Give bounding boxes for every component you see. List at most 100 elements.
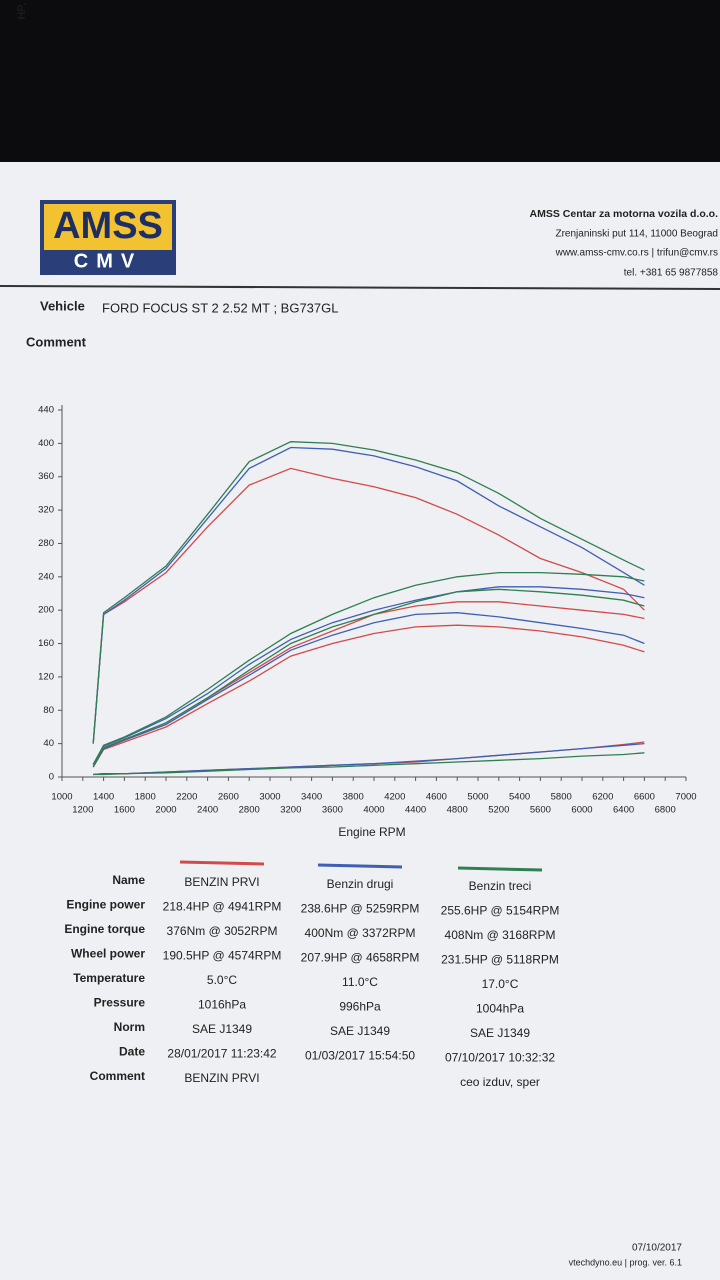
logo-bottom: CMV	[74, 250, 142, 272]
cell: 996hPa	[339, 1000, 381, 1014]
x-tick-label: 2800	[239, 805, 260, 816]
row-label: Name	[112, 873, 145, 887]
legend-line	[179, 860, 265, 866]
y-tick-label: 80	[43, 705, 54, 716]
curve	[92, 467, 645, 744]
curve	[92, 624, 645, 768]
cell: 376Nm @ 3052RPM	[167, 924, 278, 938]
x-tick-label: 1000	[51, 792, 72, 803]
y-tick-label: 40	[43, 738, 54, 749]
legend-line	[317, 863, 403, 869]
x-tick-label: 6600	[634, 792, 655, 803]
x-tick-label: 2600	[218, 792, 239, 803]
x-tick-label: 5200	[488, 805, 509, 816]
legend-line	[457, 866, 543, 872]
cell: BENZIN PRVI	[184, 875, 259, 889]
x-tick-label: 1400	[93, 792, 114, 803]
paper	[0, 162, 720, 1280]
y-tick-label: 160	[38, 638, 54, 649]
curve	[92, 612, 645, 768]
x-tick-label: 1200	[72, 805, 93, 816]
footer-program: vtechdyno.eu | prog. ver. 6.1	[569, 1257, 682, 1267]
cell: 1004hPa	[476, 1002, 524, 1016]
cell: 408Nm @ 3168RPM	[445, 928, 556, 942]
x-tick-label: 2200	[176, 792, 197, 803]
cell: 11.0°C	[342, 975, 378, 989]
y-axis-label: HP, Nm	[16, 0, 28, 20]
x-tick-label: 6400	[613, 805, 634, 816]
x-tick-label: 4200	[384, 792, 405, 803]
x-tick-label: 5600	[530, 805, 551, 816]
cell: 07/10/2017 10:32:32	[445, 1051, 555, 1065]
cell: 218.4HP @ 4941RPM	[163, 900, 282, 914]
cell: 207.9HP @ 4658RPM	[301, 951, 420, 965]
y-tick-label: 280	[38, 538, 54, 549]
vehicle-label: Vehicle	[40, 298, 85, 313]
x-tick-label: 3600	[322, 805, 343, 816]
curve	[92, 441, 645, 744]
x-tick-label: 5800	[551, 792, 572, 803]
cell: Benzin drugi	[327, 877, 394, 891]
web: www.amss-cmv.co.rs | trifun@cmv.rs	[555, 248, 718, 259]
x-tick-label: 3000	[259, 792, 280, 803]
x-tick-label: 3200	[280, 805, 301, 816]
cell: SAE J1349	[192, 1022, 252, 1036]
cell: Benzin treci	[469, 879, 532, 893]
cell: 28/01/2017 11:23:42	[167, 1047, 277, 1061]
cell: 190.5HP @ 4574RPM	[163, 949, 282, 963]
y-tick-label: 400	[38, 438, 54, 449]
curve	[92, 571, 645, 765]
y-tick-label: 320	[38, 505, 54, 516]
x-tick-label: 4600	[426, 792, 447, 803]
cell: 17.0°C	[482, 977, 519, 991]
curve	[93, 752, 645, 776]
x-tick-label: 4800	[447, 805, 468, 816]
x-tick-label: 5000	[467, 792, 488, 803]
y-tick-label: 240	[38, 571, 54, 582]
y-tick-label: 0	[49, 772, 54, 783]
y-tick-label: 360	[38, 471, 54, 482]
cell: 231.5HP @ 5118RPM	[441, 953, 559, 967]
y-tick-label: 200	[38, 605, 54, 616]
logo-band	[44, 204, 172, 250]
cell: 1016hPa	[198, 998, 246, 1012]
x-tick-label: 3800	[343, 792, 364, 803]
logo-top: AMSS	[53, 205, 163, 247]
x-tick-label: 1800	[135, 792, 156, 803]
row-label: Norm	[114, 1020, 145, 1034]
x-tick-label: 6800	[655, 805, 676, 816]
footer-date: 07/10/2017	[632, 1243, 682, 1254]
phone: tel. +381 65 9877858	[624, 268, 719, 279]
cell: 255.6HP @ 5154RPM	[441, 904, 560, 918]
x-axis-label: Engine RPM	[338, 825, 405, 839]
y-tick-label: 120	[38, 671, 54, 682]
row-label: Engine torque	[64, 922, 145, 936]
x-tick-label: 2000	[155, 805, 176, 816]
cell: 400Nm @ 3372RPM	[305, 926, 416, 940]
row-label: Temperature	[73, 971, 145, 985]
x-tick-label: 2400	[197, 805, 218, 816]
row-label: Engine power	[66, 898, 145, 912]
vehicle-value: FORD FOCUS ST 2 2.52 MT ; BG737GL	[102, 300, 338, 315]
cell: 5.0°C	[207, 973, 237, 987]
x-tick-label: 4000	[363, 805, 384, 816]
company: AMSS Centar za motorna vozila d.o.o.	[530, 208, 719, 220]
curve	[92, 588, 645, 768]
x-tick-label: 6200	[592, 792, 613, 803]
x-tick-label: 6000	[571, 805, 592, 816]
cell: 01/03/2017 15:54:50	[305, 1049, 415, 1063]
x-tick-label: 7000	[675, 792, 696, 803]
cell: 238.6HP @ 5259RPM	[301, 902, 420, 916]
x-tick-label: 1600	[114, 805, 135, 816]
cell: SAE J1349	[330, 1024, 390, 1038]
row-label: Date	[119, 1045, 145, 1059]
row-label: Pressure	[94, 996, 146, 1010]
curve	[92, 586, 645, 765]
cell: BENZIN PRVI	[184, 1071, 259, 1085]
x-tick-label: 3400	[301, 792, 322, 803]
header-rule	[0, 285, 720, 290]
row-label: Comment	[90, 1069, 145, 1083]
comment-label: Comment	[26, 334, 87, 349]
cell: SAE J1349	[470, 1026, 530, 1040]
x-tick-label: 4400	[405, 805, 426, 816]
